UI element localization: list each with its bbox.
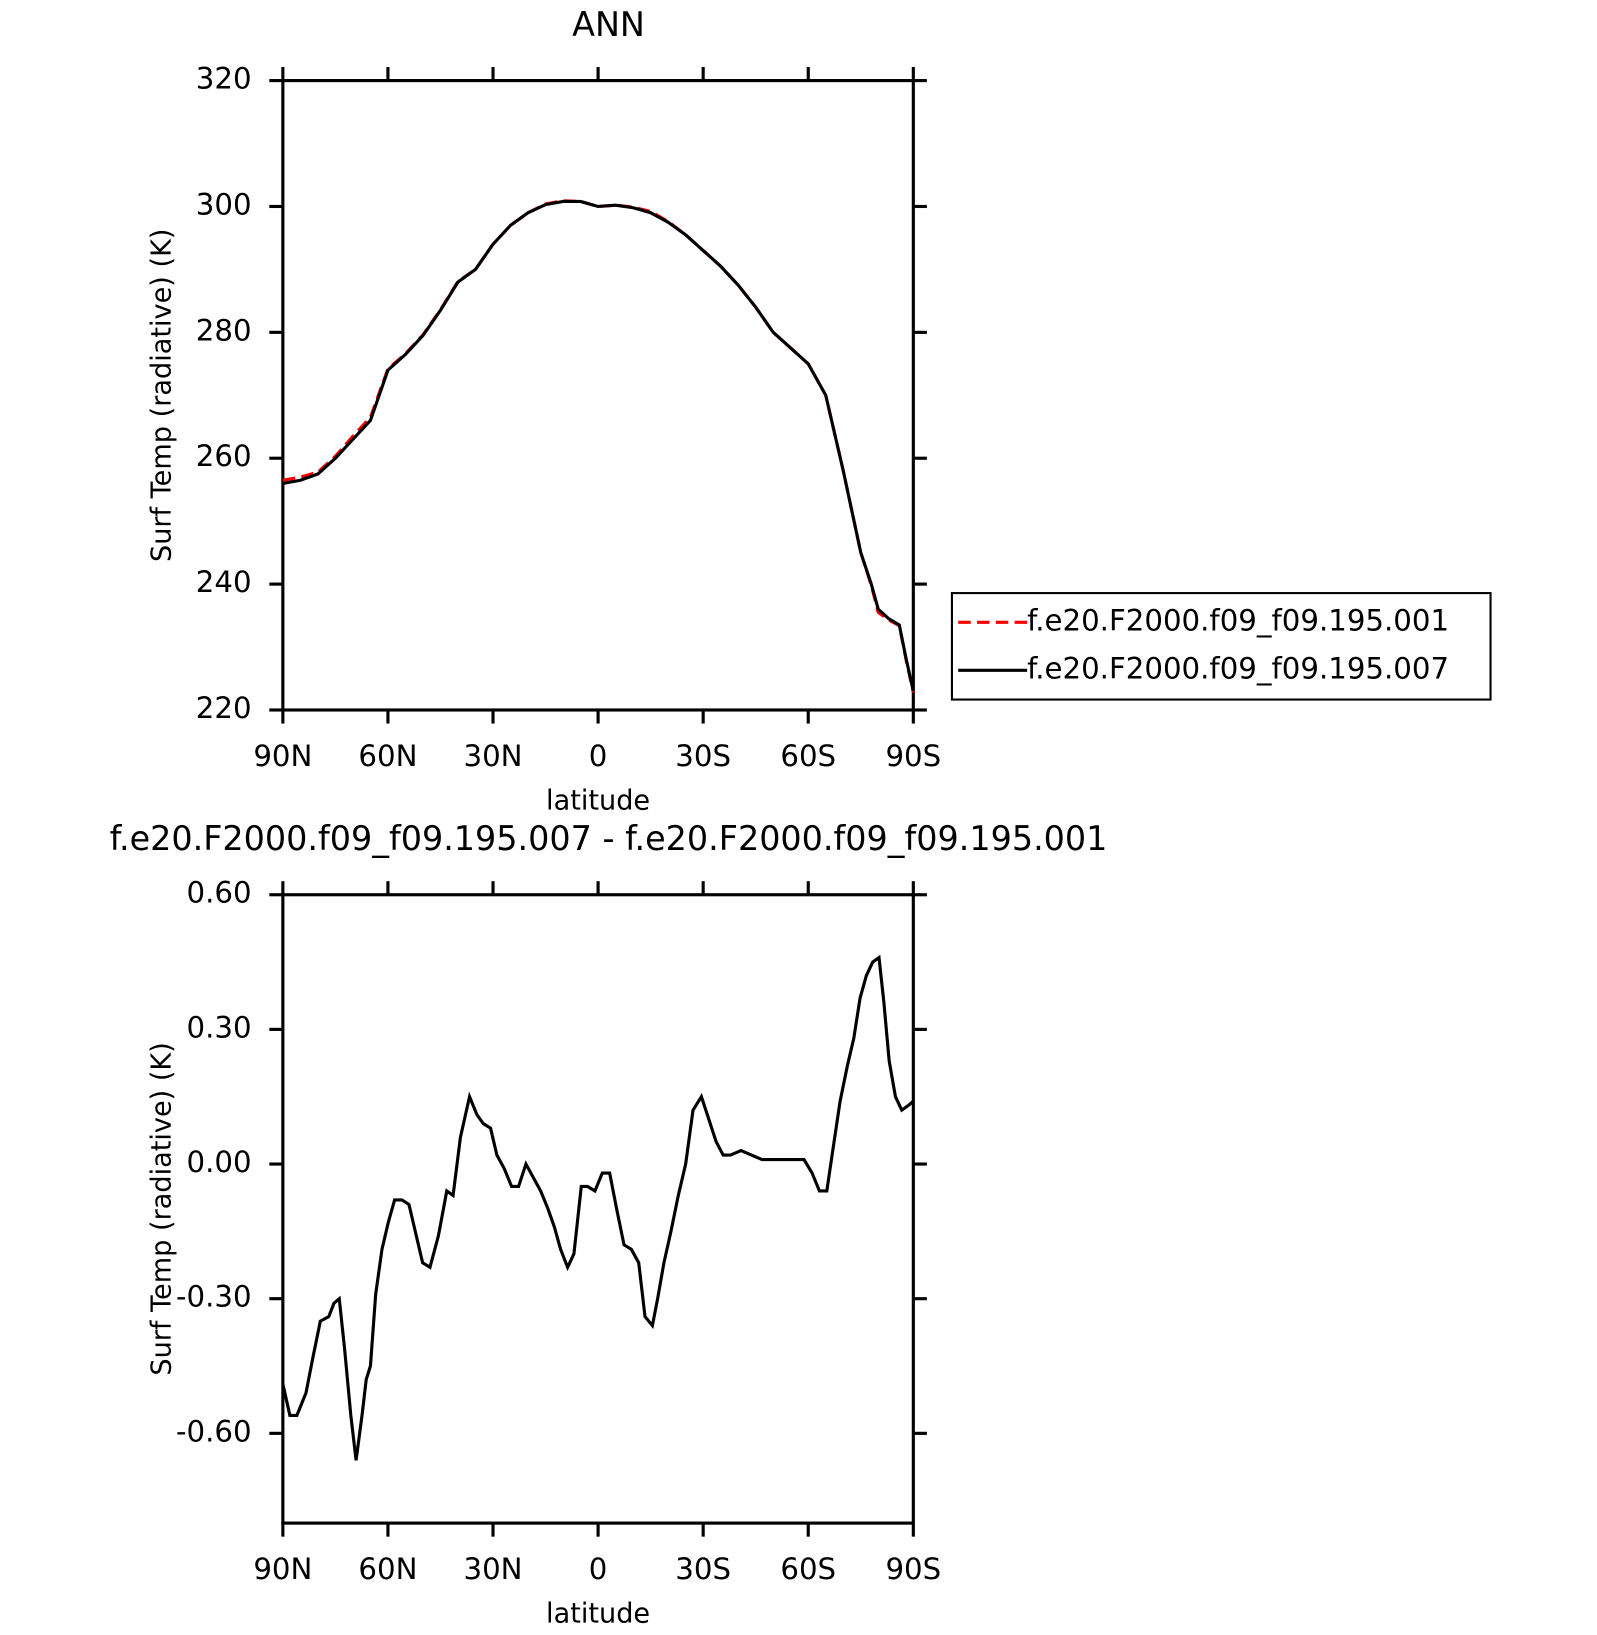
y-tick-label: 240	[196, 565, 252, 599]
y-tick-label: 260	[196, 439, 252, 473]
data-line	[281, 954, 915, 1461]
legend-label: f.e20.F2000.f09_f09.195.001	[1027, 603, 1449, 637]
y-axis-label: Surf Temp (radiative) (K)	[146, 1042, 177, 1375]
x-tick-label: 60S	[780, 739, 836, 773]
x-tick-label: 90N	[253, 739, 312, 773]
data-line	[282, 199, 915, 692]
y-tick-label: 300	[196, 187, 252, 221]
x-tick-label: 30S	[675, 739, 731, 773]
y-tick-label: 0.00	[186, 1145, 251, 1179]
x-tick-label: 30N	[463, 739, 522, 773]
y-tick-label: -0.30	[176, 1280, 252, 1314]
x-axis-label: latitude	[546, 1598, 650, 1629]
plot-frame	[281, 893, 915, 1525]
x-tick-label: 0	[589, 1552, 608, 1586]
chart-title: f.e20.F2000.f09_f09.195.007 - f.e20.F200…	[110, 819, 1108, 858]
x-tick-label: 60N	[358, 739, 417, 773]
x-tick-label: 90S	[885, 1552, 941, 1586]
y-tick-label: 0.60	[186, 876, 251, 910]
y-tick-label: 0.30	[186, 1010, 251, 1044]
y-axis-label: Surf Temp (radiative) (K)	[146, 229, 177, 562]
chart-title: ANN	[572, 5, 645, 44]
x-tick-label: 60S	[780, 1552, 836, 1586]
y-tick-label: 220	[196, 691, 252, 725]
x-tick-label: 0	[589, 739, 608, 773]
y-tick-label: -0.60	[176, 1414, 252, 1448]
x-tick-label: 60N	[358, 1552, 417, 1586]
x-axis-label: latitude	[546, 785, 650, 816]
legend-label: f.e20.F2000.f09_f09.195.007	[1027, 651, 1449, 685]
x-tick-label: 30N	[463, 1552, 522, 1586]
data-line	[282, 199, 915, 693]
y-tick-label: 280	[196, 313, 252, 347]
x-tick-label: 90S	[885, 739, 941, 773]
x-tick-label: 30S	[675, 1552, 731, 1586]
x-tick-label: 90N	[253, 1552, 312, 1586]
legend-box	[950, 592, 1492, 701]
y-tick-label: 320	[196, 62, 252, 96]
